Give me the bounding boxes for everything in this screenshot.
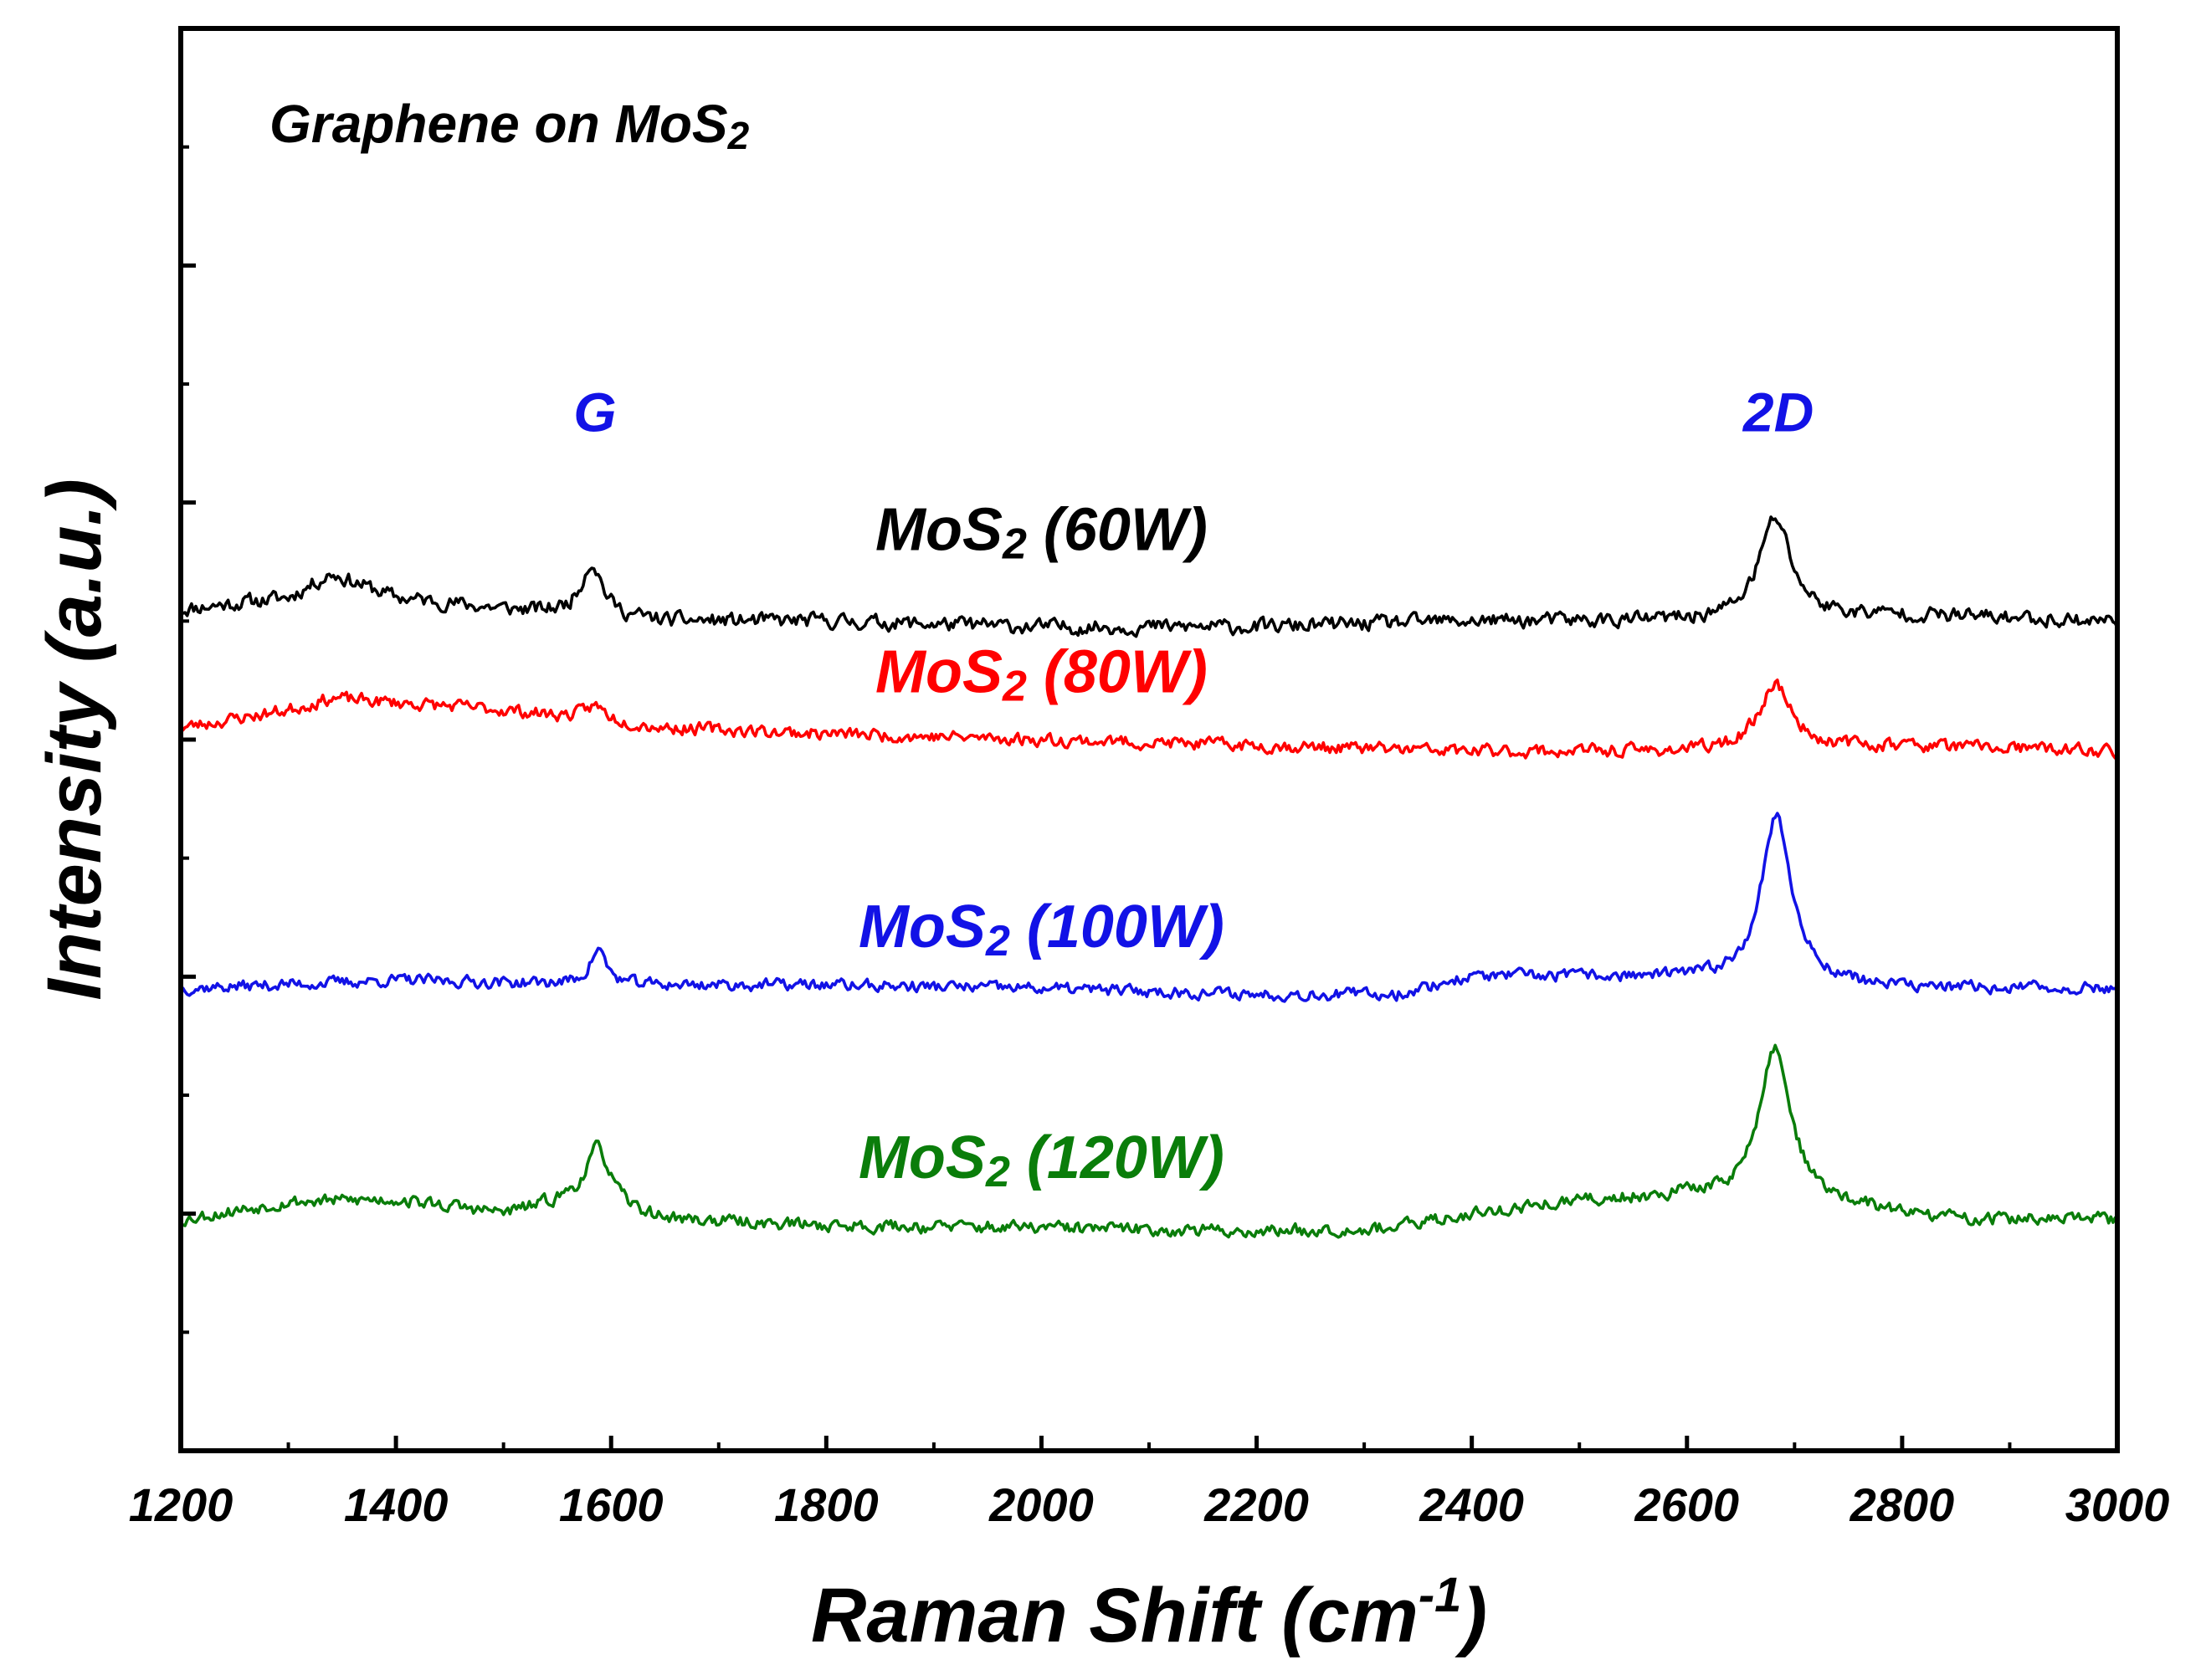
- x-tick-label: 2600: [1634, 1478, 1739, 1531]
- tick-labels: 1200 1400 1600 1800 2000 2200 2400 2600 2800 3000: [129, 1478, 2170, 1531]
- series-label-1: MoS2 (60W): [875, 496, 1208, 568]
- plot-frame: [178, 26, 2120, 1453]
- x-tick-label: 2400: [1419, 1478, 1524, 1531]
- x-tick-label: 1800: [774, 1478, 879, 1531]
- chart-title: Graphene on MoS2: [269, 94, 750, 157]
- series-label-4: MoS2 (120W): [859, 1124, 1224, 1196]
- x-tick-label: 1400: [344, 1478, 449, 1531]
- series-line-2: [180, 679, 2119, 760]
- series-line-3: [179, 812, 2119, 1003]
- x-tick-label: 2800: [1850, 1478, 1955, 1531]
- series-label-2: MoS2 (80W): [875, 638, 1208, 710]
- peak-label-1: G: [573, 382, 616, 443]
- series-line-4: [179, 1043, 2119, 1239]
- series-label-3: MoS2 (100W): [859, 894, 1224, 965]
- x-axis-title: Raman Shift (cm-1): [811, 1568, 1487, 1658]
- y-axis-title: Intensity (a.u.): [32, 479, 117, 1001]
- series-group: MoS2 (60W) MoS2 (80W) MoS2 (100W) MoS2 (120…: [179, 382, 2119, 1239]
- x-tick-label: 2200: [1203, 1478, 1309, 1531]
- x-tick-label: 1600: [559, 1478, 664, 1531]
- peak-label-2: 2D: [1742, 382, 1814, 443]
- x-tick-label: 2000: [988, 1478, 1094, 1531]
- x-tick-label: 3000: [2065, 1478, 2170, 1531]
- x-tick-label: 1200: [129, 1478, 233, 1531]
- axis-ticks: [178, 145, 2120, 1451]
- series-line-1: [180, 515, 2119, 638]
